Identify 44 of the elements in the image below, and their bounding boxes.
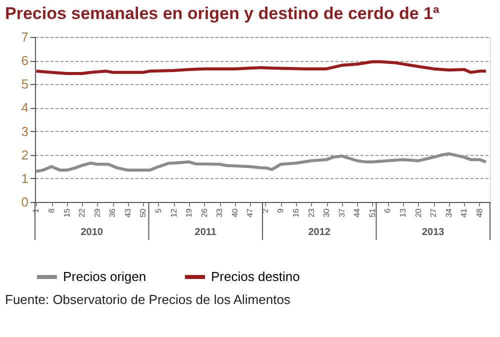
legend-label: Precios destino	[211, 269, 300, 284]
source-note: Fuente: Observatorio de Precios de los Alimentos	[5, 292, 291, 307]
y-tick-label: 1	[21, 170, 28, 186]
legend-label: Precios origen	[63, 269, 146, 284]
text: 2011	[194, 227, 217, 238]
y-tick-label: 2	[21, 147, 28, 162]
x-tick-label: 9	[276, 208, 286, 213]
x-tick-label: 27	[429, 208, 438, 218]
x-tick-label: 26	[200, 208, 209, 218]
x-tick-label: 33	[215, 208, 224, 218]
x-tick-label: 43	[123, 208, 132, 218]
text: 2010	[80, 227, 104, 238]
x-tick-label: 50	[138, 208, 148, 218]
x-tick-label: 47	[246, 208, 255, 218]
x-tick-label: 12	[169, 208, 178, 218]
x-tick-label: 20	[414, 208, 423, 218]
x-tick-label: 15	[62, 208, 72, 218]
x-tick-label: 34	[444, 208, 454, 218]
y-tick-label: 6	[21, 53, 28, 68]
x-tick-label: 40	[230, 208, 240, 218]
x-tick-label: 16	[292, 208, 301, 218]
x-tick-label: 13	[398, 208, 408, 218]
x-tick-label: 51	[368, 208, 377, 218]
text: 2012	[308, 227, 331, 238]
chart-title: Precios semanales en origen y destino de cerdo de 1ª	[5, 4, 440, 23]
x-tick-label: 23	[306, 208, 316, 218]
x-tick-label: 44	[352, 208, 362, 218]
text: 2013	[422, 227, 445, 238]
y-tick-label: 3	[21, 124, 28, 139]
x-tick-label: 30	[322, 208, 332, 218]
y-tick-label: 7	[21, 30, 28, 44]
y-tick-label: 0	[21, 194, 28, 210]
y-tick-label: 4	[21, 100, 28, 116]
x-tick-label: 29	[92, 208, 102, 218]
x-tick-label: 6	[383, 208, 392, 213]
x-tick-label: 41	[460, 208, 469, 218]
x-tick-label: 8	[47, 208, 56, 213]
x-tick-label: 5	[154, 208, 163, 213]
y-tick-label: 5	[21, 76, 28, 92]
x-tick-label: 19	[184, 208, 194, 218]
x-tick-label: 22	[78, 208, 87, 218]
x-tick-label: 36	[108, 208, 118, 218]
x-tick-label: 48	[474, 208, 484, 218]
x-tick-label: 37	[337, 208, 346, 218]
